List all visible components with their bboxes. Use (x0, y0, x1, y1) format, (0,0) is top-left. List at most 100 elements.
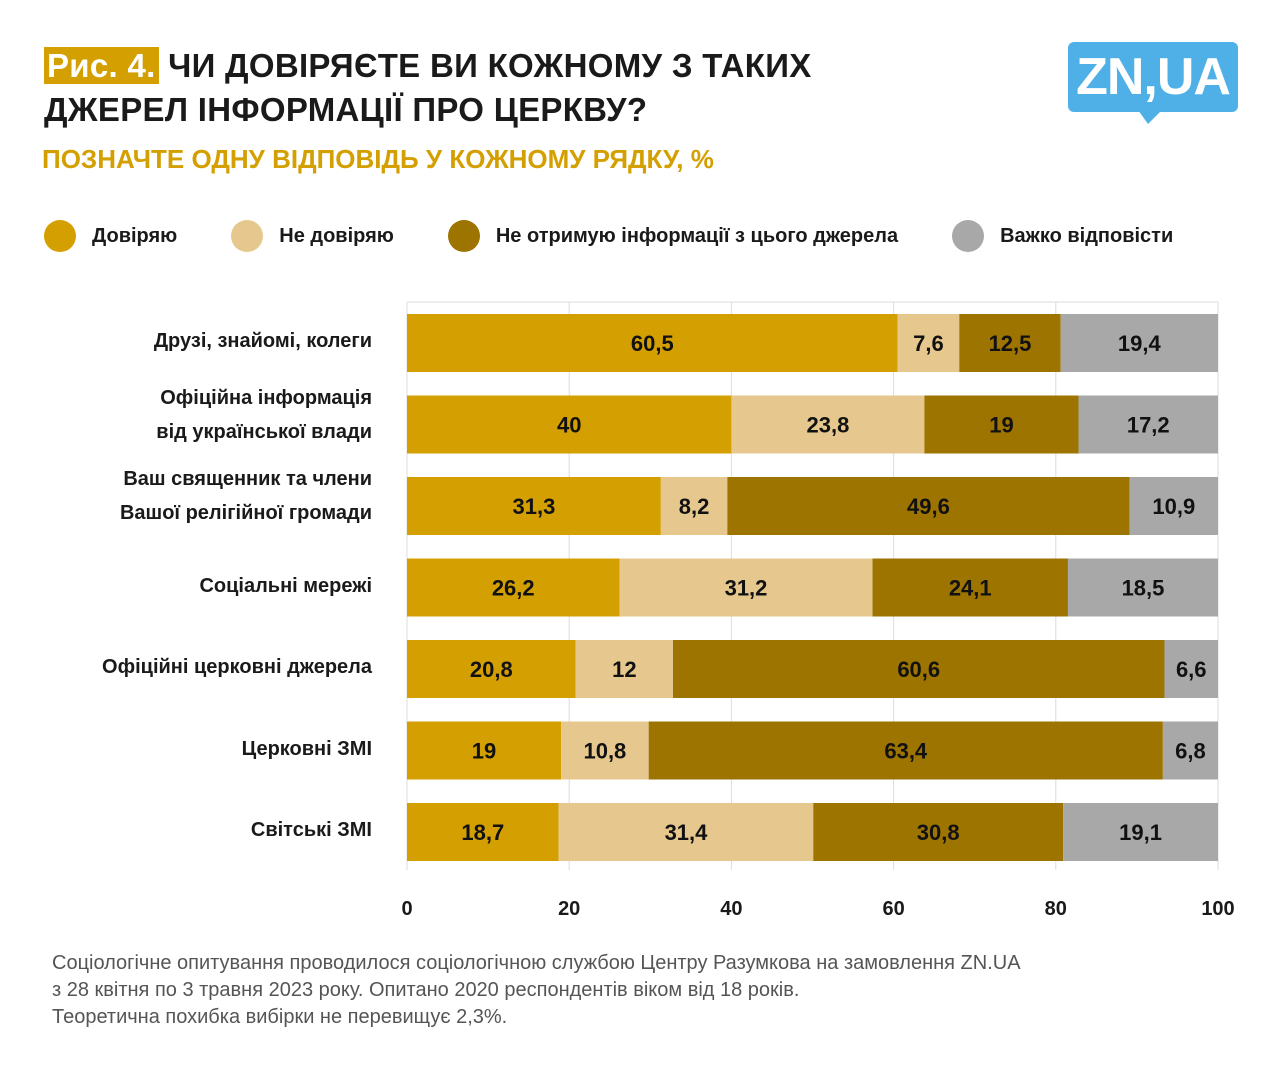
bar-segment (1162, 721, 1218, 780)
legend-item: Не отримую інформації з цього джерела (447, 220, 899, 252)
bar-segment (407, 721, 562, 780)
data-label: 12 (612, 657, 636, 682)
x-tick-label: 100 (1201, 898, 1234, 920)
bar-segment (897, 314, 960, 372)
data-label: 18,5 (1122, 576, 1165, 601)
legend-item: Не довіряю (231, 220, 394, 252)
data-label: 19,1 (1119, 820, 1162, 845)
data-label: 40 (557, 413, 581, 438)
legend-swatch (44, 220, 76, 252)
category-label: Церковні ЗМІ (242, 732, 372, 766)
category-label-line: Офіційна інформація (160, 386, 372, 409)
bar-segment (959, 314, 1061, 372)
bar-segment (407, 640, 576, 698)
data-label: 6,6 (1176, 657, 1207, 682)
category-label: Офіційна інформація від української влади (156, 381, 372, 449)
data-label: 6,8 (1175, 739, 1206, 764)
data-label: 60,5 (631, 331, 674, 356)
bar-segment (1067, 558, 1218, 617)
x-tick-label: 0 (401, 898, 412, 920)
legend-label: Важко відповісти (1000, 224, 1174, 247)
zn-ua-logo: ZN,UA (1068, 42, 1238, 112)
x-tick-label: 20 (558, 898, 580, 920)
data-label: 17,2 (1127, 413, 1170, 438)
bar-segment (660, 477, 728, 535)
bar-segment (407, 314, 898, 372)
category-label-line: Соціальні мережі (199, 574, 372, 597)
data-label: 7,6 (913, 331, 944, 356)
bar-segment (648, 721, 1163, 780)
data-label: 23,8 (806, 413, 849, 438)
bar-segment (407, 803, 559, 861)
figure-label: Рис. 4. (44, 47, 159, 84)
footnote-line: Соціологічне опитування проводилося соці… (52, 952, 1021, 974)
bar-segment (407, 395, 732, 454)
category-label: Друзі, знайомі, колеги (154, 324, 372, 358)
legend-swatch (231, 220, 264, 252)
data-label: 31,3 (513, 494, 556, 519)
data-label: 49,6 (907, 494, 950, 519)
bar-segment (561, 721, 649, 780)
legend-swatch (447, 220, 480, 252)
data-label: 10,8 (583, 739, 626, 764)
data-label: 19,4 (1118, 331, 1162, 356)
chart-title: Рис. 4. ЧИ ДОВІРЯЄТЕ ВИ КОЖНОМУ З ТАКИХ … (44, 44, 812, 132)
footnote-line: Теоретична похибка вибірки не перевищує … (52, 1006, 508, 1028)
category-label-line: Ваш священник та члени (123, 468, 372, 490)
bar-segment (575, 640, 674, 698)
title-line-2: ДЖЕРЕЛ ІНФОРМАЦІЇ ПРО ЦЕРКВУ? (44, 91, 648, 128)
category-label-line: від української влади (156, 420, 372, 443)
data-label: 60,6 (897, 657, 940, 682)
category-label-line: Світські ЗМІ (250, 819, 372, 841)
bar-segment (727, 477, 1130, 535)
legend-label: Не отримую інформації з цього джерела (495, 224, 899, 247)
data-label: 30,8 (917, 820, 960, 845)
bar-segment (558, 803, 814, 861)
category-label: Ваш священник та члени Вашої релігійної г… (120, 462, 372, 530)
footnote: Соціологічне опитування проводилося соці… (52, 950, 1021, 1031)
bar-segment (1060, 314, 1218, 372)
data-label: 20,8 (470, 657, 513, 682)
legend-label: Довіряю (92, 224, 178, 247)
category-label: Світські ЗМІ (251, 813, 372, 847)
bar-segment (872, 558, 1068, 617)
logo-speech-tail (1138, 110, 1162, 124)
bar-segment (731, 395, 925, 454)
data-label: 12,5 (989, 331, 1032, 356)
data-label: 24,1 (949, 576, 992, 601)
category-label: Офіційні церковні джерела (102, 650, 372, 684)
stacked-bar-chart: 0 20 40 60 80 100 60,5 7,6 12,5 19,4 40 23,8 19 17,2 3… (401, 301, 1235, 920)
bar-segment (1063, 803, 1218, 861)
bar-segment (619, 558, 873, 617)
bar-segment (1078, 395, 1218, 454)
bar-segment (1129, 477, 1218, 535)
category-label-line: Офіційні церковні джерела (102, 656, 372, 678)
bar-segment (407, 558, 620, 617)
data-label: 10,9 (1152, 494, 1195, 519)
bar-segment (1164, 640, 1218, 698)
footnote-line: з 28 квітня по 3 травня 2023 року. Опита… (52, 979, 800, 1001)
bar-segment (407, 477, 661, 535)
x-tick-label: 40 (720, 898, 742, 920)
chart-subtitle: ПОЗНАЧТЕ ОДНУ ВІДПОВІДЬ У КОЖНОМУ РЯДКУ,… (42, 144, 714, 174)
legend-item: Довіряю (44, 220, 177, 252)
x-tick-label: 80 (1045, 898, 1067, 920)
legend-item: Важко відповісти (952, 220, 1173, 252)
category-label-line: Церковні ЗМІ (241, 737, 372, 760)
data-label: 19 (989, 413, 1013, 438)
category-label-line: Вашої релігійної громади (119, 502, 372, 524)
bar-segment (924, 395, 1079, 454)
data-label: 26,2 (492, 576, 535, 601)
title-line-1: ЧИ ДОВІРЯЄТЕ ВИ КОЖНОМУ З ТАКИХ (168, 47, 812, 84)
data-label: 63,4 (884, 739, 928, 764)
legend: Довіряю Не довіряю Не отримую інформації з… (44, 220, 1227, 252)
legend-label: Не довіряю (279, 224, 394, 247)
bar-segment (673, 640, 1165, 698)
data-label: 19 (472, 739, 496, 764)
data-label: 18,7 (461, 820, 504, 845)
data-label: 31,4 (665, 820, 709, 845)
data-label: 31,2 (725, 576, 768, 601)
x-tick-label: 60 (882, 898, 904, 920)
category-label: Соціальні мережі (199, 569, 372, 603)
